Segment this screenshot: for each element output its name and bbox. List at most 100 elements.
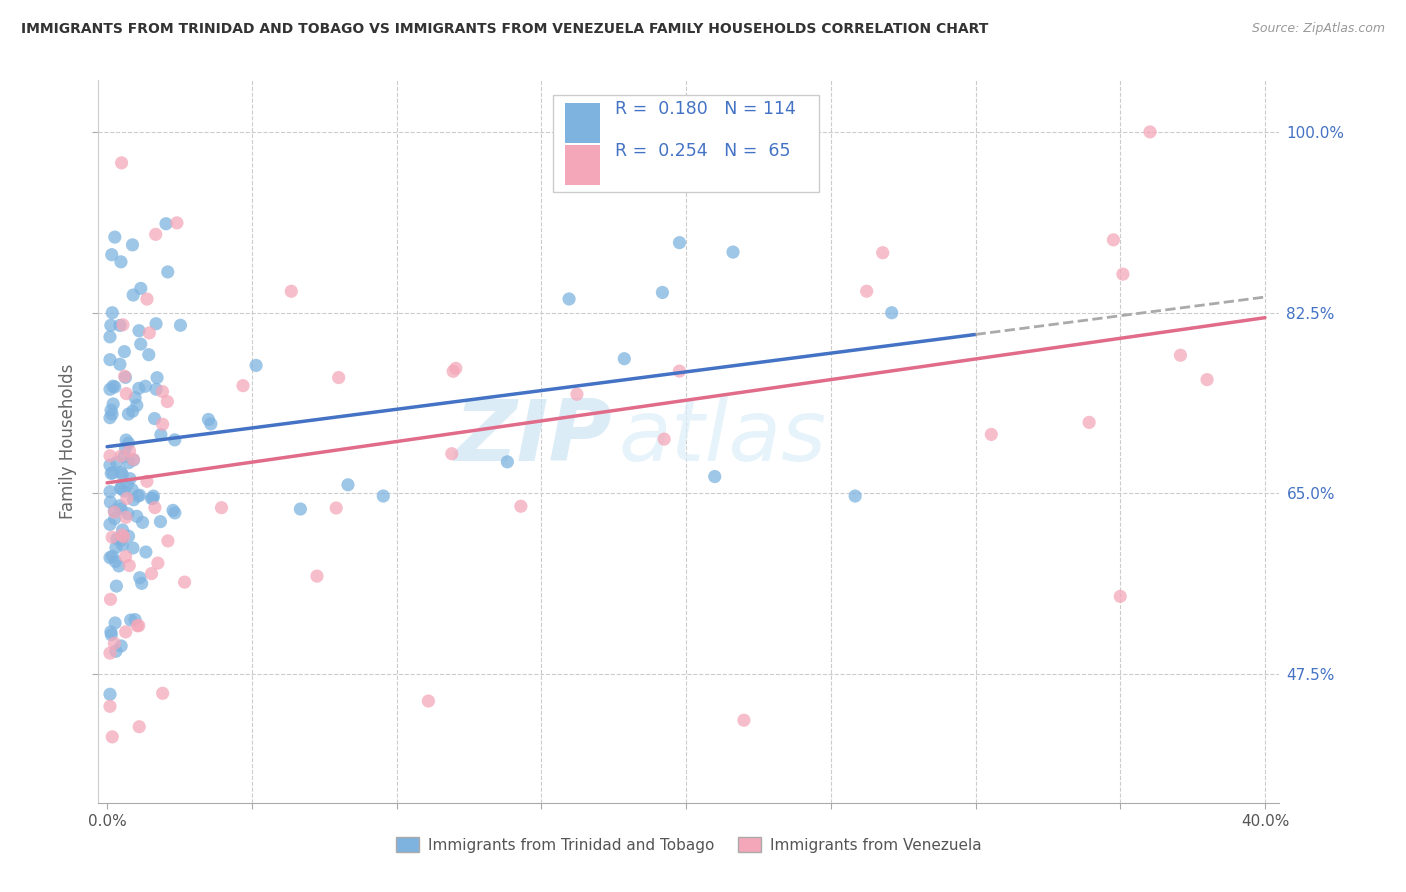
Legend: Immigrants from Trinidad and Tobago, Immigrants from Venezuela: Immigrants from Trinidad and Tobago, Imm… <box>389 829 988 860</box>
Point <box>101 306 124 320</box>
Point <box>114 442 136 456</box>
Point <box>149 515 172 529</box>
Point <box>169 318 191 333</box>
Point <box>128 381 150 395</box>
Text: R =  0.254   N =  65: R = 0.254 N = 65 <box>614 142 790 160</box>
Point <box>117 529 139 543</box>
Point <box>163 506 186 520</box>
Point <box>112 530 135 544</box>
Point <box>134 379 156 393</box>
Point <box>142 489 165 503</box>
Point <box>104 230 127 244</box>
Text: IMMIGRANTS FROM TRINIDAD AND TOBAGO VS IMMIGRANTS FROM VENEZUELA FAMILY HOUSEHOL: IMMIGRANTS FROM TRINIDAD AND TOBAGO VS I… <box>21 22 988 37</box>
Point <box>418 694 440 708</box>
Point <box>121 404 143 418</box>
Point <box>328 370 350 384</box>
Point <box>110 449 132 463</box>
Point <box>844 489 866 503</box>
Point <box>128 618 150 632</box>
Point <box>110 255 132 269</box>
Point <box>117 477 139 491</box>
Point <box>855 284 877 298</box>
Point <box>110 533 132 548</box>
Point <box>173 575 195 590</box>
Point <box>142 491 165 506</box>
Point <box>1109 590 1132 604</box>
Point <box>880 306 903 320</box>
Point <box>125 509 148 524</box>
Point <box>156 394 179 409</box>
Point <box>115 510 138 524</box>
Point <box>98 382 121 396</box>
Point <box>117 407 139 421</box>
Point <box>108 318 131 333</box>
Point <box>100 628 122 642</box>
Point <box>112 344 135 359</box>
Point <box>98 352 121 367</box>
Point <box>122 541 145 555</box>
Point <box>245 359 267 373</box>
Point <box>110 482 132 496</box>
Point <box>125 398 148 412</box>
Point <box>155 217 177 231</box>
Point <box>145 317 167 331</box>
Point <box>118 456 141 470</box>
Text: ZIP: ZIP <box>454 396 612 479</box>
Point <box>100 592 122 607</box>
Point <box>98 458 121 472</box>
Point <box>156 533 179 548</box>
Point <box>509 500 531 514</box>
Point <box>120 613 142 627</box>
Point <box>141 491 163 506</box>
Point <box>305 569 328 583</box>
Point <box>117 436 139 450</box>
Text: Source: ZipAtlas.com: Source: ZipAtlas.com <box>1251 22 1385 36</box>
Point <box>1197 373 1219 387</box>
Point <box>118 443 141 458</box>
Point <box>441 364 464 378</box>
Point <box>124 613 146 627</box>
Point <box>108 499 131 513</box>
Point <box>112 450 135 464</box>
Point <box>98 646 121 660</box>
Point <box>101 730 124 744</box>
Point <box>105 579 128 593</box>
Point <box>101 379 124 393</box>
Point <box>121 483 143 497</box>
Point <box>613 351 636 366</box>
Point <box>668 235 690 250</box>
Point <box>980 427 1002 442</box>
Point <box>146 370 169 384</box>
Point <box>166 216 188 230</box>
Point <box>128 488 150 502</box>
Point <box>152 686 174 700</box>
Point <box>152 384 174 399</box>
Point <box>145 227 167 242</box>
Bar <box>565 103 600 143</box>
Point <box>156 265 179 279</box>
Point <box>118 558 141 573</box>
Point <box>1102 233 1125 247</box>
Point <box>136 292 159 306</box>
Point <box>111 318 134 332</box>
Point <box>145 382 167 396</box>
Point <box>138 326 160 340</box>
Point <box>124 391 146 405</box>
Point <box>146 556 169 570</box>
Point <box>733 713 755 727</box>
Point <box>211 500 233 515</box>
Point <box>444 361 467 376</box>
Point <box>232 378 254 392</box>
Point <box>115 433 138 447</box>
Point <box>103 504 125 518</box>
Point <box>110 639 132 653</box>
Point <box>101 407 124 421</box>
Point <box>98 699 121 714</box>
Point <box>558 292 581 306</box>
Point <box>103 636 125 650</box>
Point <box>101 397 124 411</box>
Point <box>110 156 132 170</box>
Point <box>122 288 145 302</box>
Point <box>127 489 149 503</box>
Point <box>105 456 128 470</box>
